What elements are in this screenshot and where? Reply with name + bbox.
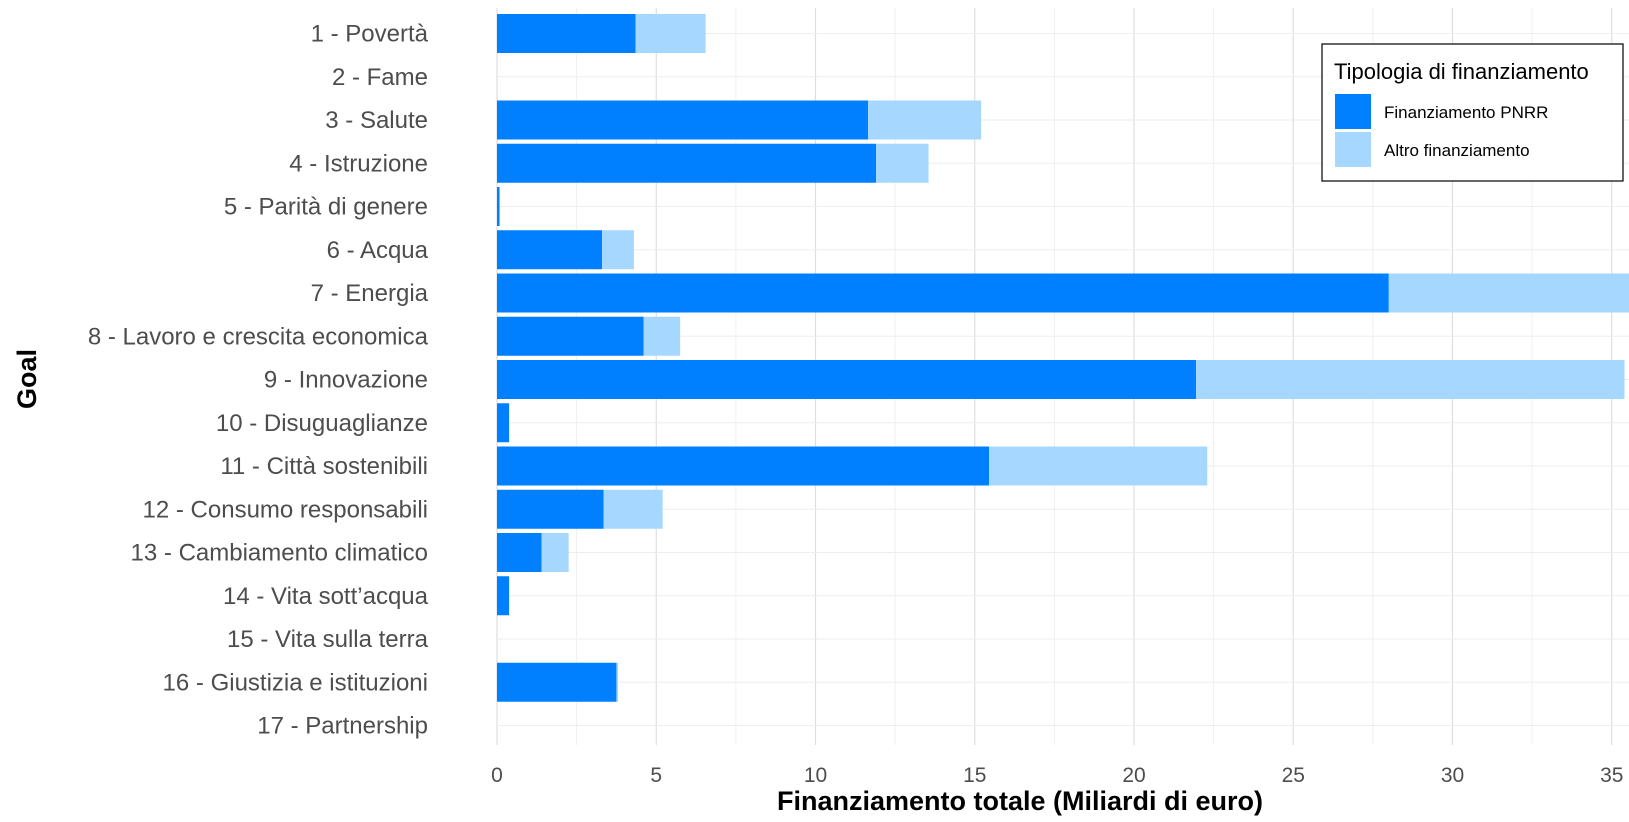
bar-altro	[603, 489, 663, 529]
category-label: 5 - Parità di genere	[224, 194, 428, 221]
category-label: 16 - Giustizia e istituzioni	[163, 669, 428, 696]
bar-pnrr	[497, 489, 604, 529]
bar-altro	[643, 316, 681, 356]
x-tick-label: 35	[1600, 764, 1623, 787]
bar-altro	[868, 100, 982, 140]
legend-title: Tipologia di finanziamento	[1334, 59, 1589, 84]
x-tick-label: 0	[491, 764, 503, 787]
bar-pnrr	[497, 230, 603, 270]
x-tick-label: 5	[650, 764, 662, 787]
category-label: 2 - Fame	[332, 64, 428, 91]
bar-pnrr	[497, 273, 1389, 313]
x-tick-label: 25	[1282, 764, 1305, 787]
bar-pnrr	[497, 100, 869, 140]
bar-pnrr	[497, 576, 510, 616]
bar-altro	[602, 230, 634, 270]
bar-pnrr	[497, 533, 542, 572]
legend-swatch-pnrr	[1335, 94, 1371, 129]
category-label: 9 - Innovazione	[264, 367, 428, 394]
bar-pnrr	[497, 662, 617, 702]
category-label: 12 - Consumo responsabili	[143, 496, 428, 523]
category-labels: 1 - Povertà 2 - Fame 3 - Salute 4 - Istruzi…	[88, 21, 429, 740]
bar-pnrr	[497, 360, 1197, 399]
legend-box	[1321, 43, 1624, 182]
bar-pnrr	[497, 14, 636, 53]
bar-pnrr	[497, 143, 877, 183]
bar-pnrr	[497, 446, 990, 486]
x-tick-label: 30	[1441, 764, 1464, 787]
x-tick-label: 20	[1122, 764, 1145, 787]
x-tick-label: 10	[804, 764, 827, 787]
bar-altro	[616, 662, 619, 702]
category-label: 14 - Vita sott’acqua	[223, 583, 429, 610]
category-label: 11 - Città sostenibili	[220, 453, 428, 480]
x-tick-label: 15	[963, 764, 986, 787]
category-label: 15 - Vita sulla terra	[227, 626, 429, 653]
bar-altro	[541, 533, 569, 572]
x-tick-labels: 0 5 10 15 20 25 30 35	[491, 764, 1623, 787]
legend: Tipologia di finanziamento Finanziamento…	[1321, 43, 1624, 182]
bar-altro	[876, 143, 929, 183]
legend-label-altro: Altro finanziamento	[1384, 141, 1530, 160]
y-axis-title: Goal	[12, 349, 42, 409]
category-label: 4 - Istruzione	[289, 150, 428, 177]
category-label: 1 - Povertà	[311, 21, 429, 48]
category-label: 7 - Energia	[311, 280, 429, 307]
category-label: 10 - Disuguaglianze	[216, 410, 428, 437]
legend-swatch-altro	[1335, 132, 1371, 167]
bar-altro	[635, 14, 706, 53]
category-label: 13 - Cambiamento climatico	[131, 540, 428, 567]
bar-altro	[1388, 273, 1629, 313]
category-label: 6 - Acqua	[327, 237, 429, 264]
bar-pnrr	[497, 316, 644, 356]
category-label: 3 - Salute	[325, 107, 428, 134]
bar-pnrr	[497, 187, 500, 226]
bars	[497, 14, 1629, 702]
bar-altro	[989, 446, 1208, 486]
category-label: 17 - Partnership	[257, 713, 428, 740]
category-label: 8 - Lavoro e crescita economica	[88, 323, 429, 350]
bar-pnrr	[497, 403, 510, 443]
legend-label-pnrr: Finanziamento PNRR	[1384, 103, 1548, 122]
bar-altro	[1196, 360, 1625, 399]
x-axis-title: Finanziamento totale (Miliardi di euro)	[777, 786, 1263, 816]
